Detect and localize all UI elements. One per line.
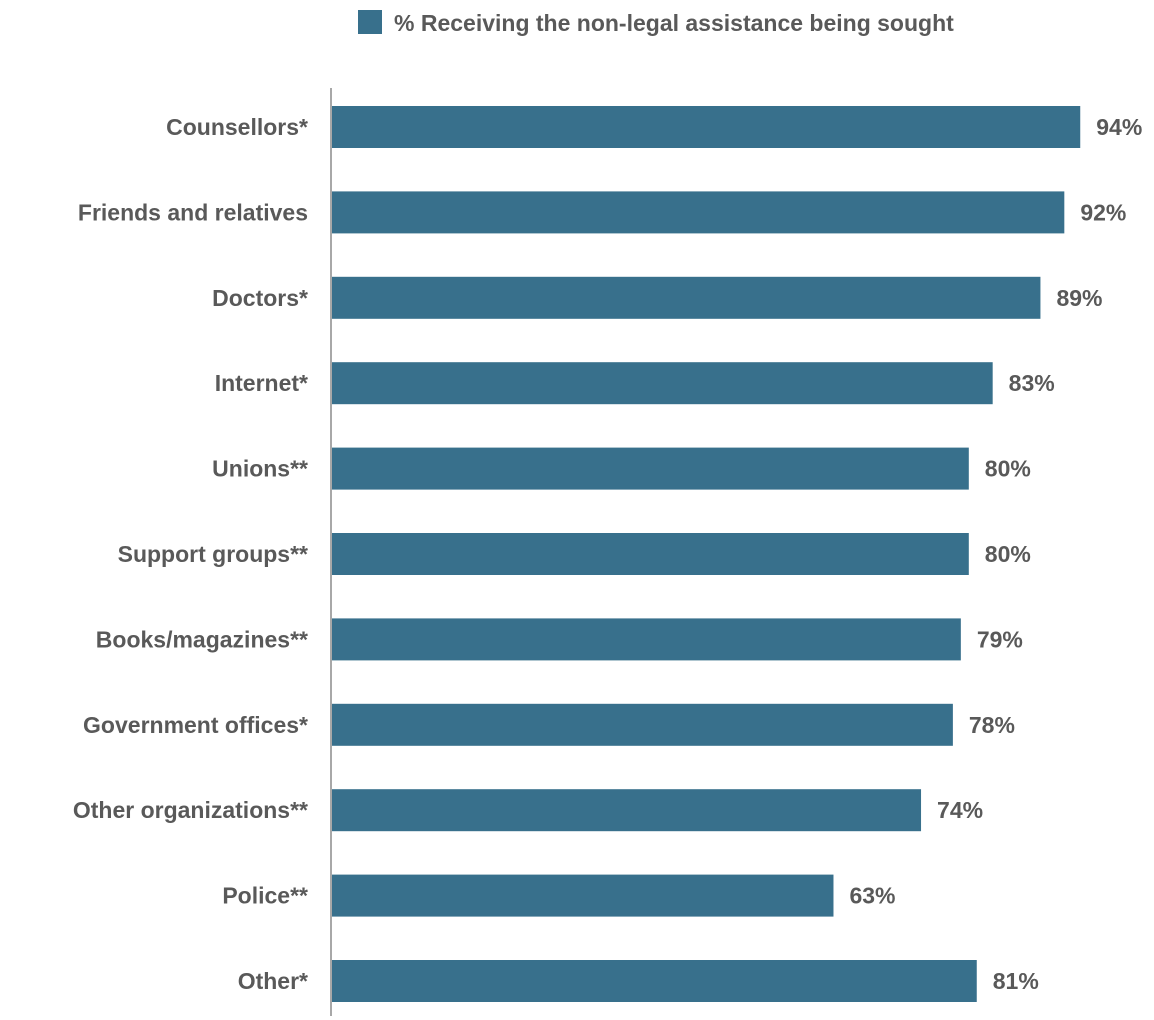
data-label: 94% (1096, 114, 1142, 140)
category-labels: Counsellors* Friends and relatives Doctors… (73, 114, 308, 994)
category-label: Police** (222, 883, 308, 909)
data-label: 79% (977, 626, 1023, 652)
bar (332, 276, 1041, 319)
value-labels: 94% 92% 89% 83% 80% 80% 79% 78% 74% 63% 81% (849, 114, 1142, 994)
category-label: Other* (238, 968, 308, 994)
data-label: 89% (1056, 285, 1102, 311)
category-label: Internet* (215, 370, 308, 396)
category-label: Government offices* (83, 712, 308, 738)
category-label: Other organizations** (73, 797, 308, 823)
bar (332, 191, 1065, 234)
bar (332, 447, 969, 490)
category-label: Support groups** (118, 541, 308, 567)
data-label: 83% (1009, 370, 1055, 396)
bar (332, 533, 969, 575)
category-label: Books/magazines** (96, 626, 308, 652)
bar (332, 960, 977, 1002)
bar (332, 789, 922, 832)
category-label: Counsellors* (166, 114, 308, 140)
data-label: 63% (849, 883, 895, 909)
bar (332, 106, 1081, 148)
legend-swatch (358, 10, 382, 34)
data-label: 74% (937, 797, 983, 823)
bars (332, 106, 1081, 1002)
bar (332, 362, 993, 405)
data-label: 80% (985, 541, 1031, 567)
data-label: 92% (1080, 199, 1126, 225)
category-label: Unions** (212, 456, 308, 482)
category-label: Friends and relatives (78, 199, 308, 225)
category-label: Doctors* (212, 285, 308, 311)
bar (332, 874, 834, 917)
data-label: 80% (985, 456, 1031, 482)
data-label: 81% (993, 968, 1039, 994)
bar (332, 703, 953, 746)
bar (332, 618, 961, 661)
data-label: 78% (969, 712, 1015, 738)
legend: % Receiving the non-legal assistance bei… (358, 10, 954, 36)
legend-label: % Receiving the non-legal assistance bei… (394, 10, 954, 36)
